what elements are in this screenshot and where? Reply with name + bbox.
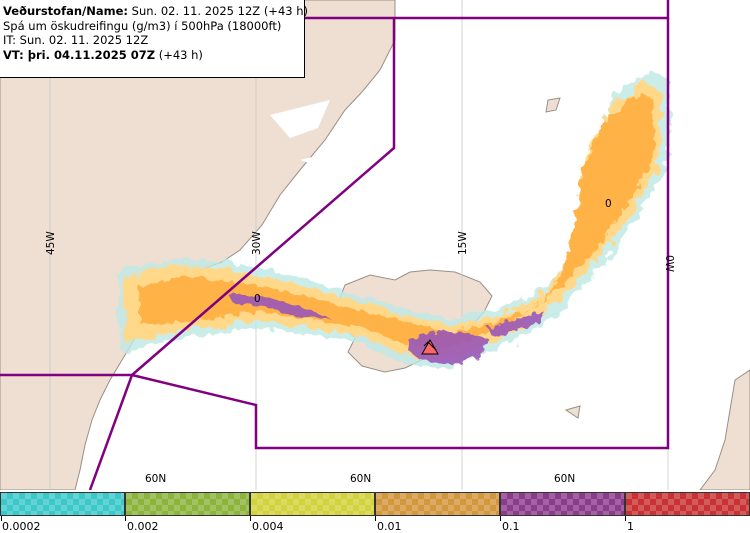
legend-tick-label: 1 (627, 520, 634, 533)
ash-high-concentration (228, 294, 330, 318)
fir-boundary-east-south (131, 18, 670, 450)
legend-swatch (125, 492, 250, 516)
valid-time-value: þri. 04.11.2025 07Z (23, 47, 156, 62)
issuer-value: Sun. 02. 11. 2025 12Z (+43 h) (128, 4, 309, 18)
contour-label: 0 (254, 293, 261, 305)
forecast-info-box: Veðurstofan/Name: Sun. 02. 11. 2025 12Z … (0, 0, 308, 78)
legend-swatch (250, 492, 375, 516)
island (564, 405, 581, 419)
map-canvas: 45W 30W 15W 0W 60N 60N 60N 0 0 (0, 0, 750, 490)
concentration-legend: 0.0002 0.002 0.004 0.01 0.1 1 (0, 490, 750, 533)
legend-swatch (500, 492, 625, 516)
valid-time-line: VT: þri. 04.11.2025 07Z (+43 h) (3, 48, 304, 63)
lat-label-60n: 60N (554, 473, 575, 485)
contour-label: 0 (605, 198, 612, 210)
issuer-line: Veðurstofan/Name: Sun. 02. 11. 2025 12Z … (3, 4, 308, 19)
issuer-label: Veðurstofan/Name: (3, 4, 128, 18)
lon-label-30w: 30W (251, 231, 263, 255)
volcano-symbol (423, 341, 437, 351)
fir-boundaries (0, 0, 670, 490)
fjord (270, 100, 330, 138)
legend-tick-label: 0.01 (377, 520, 402, 533)
island (545, 97, 561, 113)
legend-swatch (625, 492, 750, 516)
legend-swatch (0, 492, 125, 516)
valid-time-offset: (+43 h) (155, 47, 203, 62)
legend-tick-label: 0.1 (502, 520, 520, 533)
legend-tick-label: 0.004 (252, 520, 284, 533)
valid-time-label: VT: (3, 47, 24, 62)
legend-tick-label: 0.002 (127, 520, 159, 533)
volcano-marker (421, 338, 439, 355)
fjord (300, 150, 340, 170)
lon-label-45w: 45W (45, 231, 57, 255)
ash-plume (118, 70, 670, 370)
legend-tick-mark (375, 516, 376, 521)
lat-label-60n: 60N (145, 473, 166, 485)
initial-time: IT: Sun. 02. 11. 2025 12Z (3, 33, 149, 47)
fir-boundary-west (131, 18, 396, 376)
legend-tick-label: 0.0002 (2, 520, 41, 533)
forecast-description: Spá um öskudreifingu (g/m3) í 500hPa (18… (3, 18, 282, 33)
lon-label-15w: 15W (457, 231, 469, 255)
legend-tick-mark (625, 516, 626, 521)
ash-high-concentration (408, 330, 490, 364)
fir-boundary-southwest (0, 373, 134, 490)
ash-high-concentration (488, 312, 545, 336)
legend-tick-mark (250, 516, 251, 521)
legend-tick-mark (1, 516, 2, 521)
legend-swatch (375, 492, 500, 516)
legend-tick-mark (125, 516, 126, 521)
legend-tick-mark (500, 516, 501, 521)
lon-label-0w: 0W (663, 255, 675, 273)
norway-coast (699, 369, 750, 490)
lat-label-60n: 60N (350, 473, 371, 485)
